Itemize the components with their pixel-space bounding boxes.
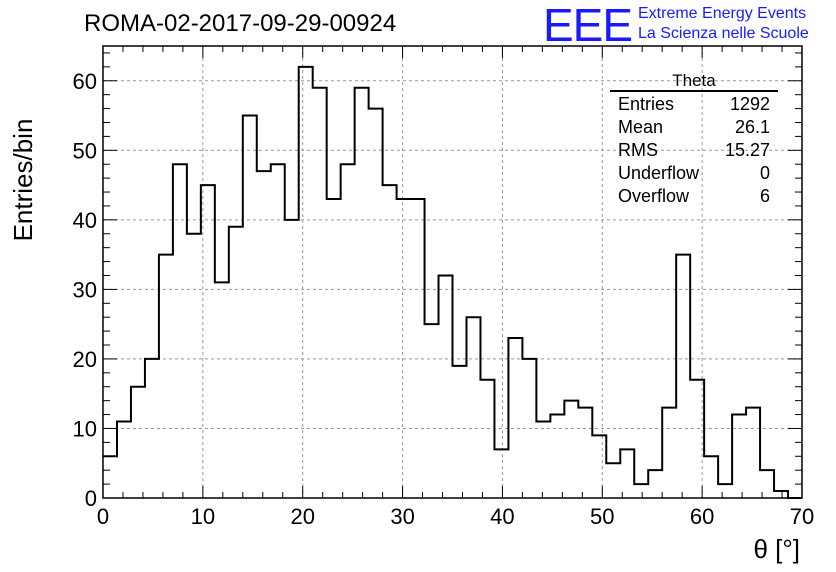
histogram-bin — [355, 88, 369, 498]
histogram-bin — [243, 116, 257, 498]
histogram-bin — [425, 324, 439, 498]
y-tick-label: 50 — [73, 138, 97, 163]
histogram-bin — [187, 234, 201, 498]
stats-label: Mean — [618, 117, 664, 137]
histogram-bin — [383, 185, 397, 498]
histogram-bin — [453, 366, 467, 498]
x-tick-label: 0 — [97, 504, 109, 529]
stats-label: Underflow — [618, 163, 700, 183]
x-tick-label: 40 — [490, 504, 514, 529]
y-tick-label: 40 — [73, 208, 97, 233]
histogram-bin — [215, 282, 229, 498]
histogram-bin — [522, 359, 536, 498]
histogram-bin — [466, 317, 480, 498]
y-tick-label: 20 — [73, 347, 97, 372]
stats-row-underflow: Underflow 0 — [610, 162, 778, 185]
histogram-bin — [704, 456, 718, 498]
histogram-bin — [229, 227, 243, 498]
histogram-bin — [536, 422, 550, 498]
histogram-bin — [718, 484, 732, 498]
axis-ticks — [102, 46, 803, 499]
histogram-bin — [746, 408, 760, 498]
stats-value: 6 — [759, 186, 770, 206]
stats-row-mean: Mean 26.1 — [610, 116, 778, 139]
x-tick-label: 50 — [590, 504, 614, 529]
histogram-bin — [564, 401, 578, 498]
histogram-bin — [285, 220, 299, 498]
histogram-bin — [201, 185, 215, 498]
histogram-bin — [397, 199, 411, 498]
histogram-bin — [313, 88, 327, 498]
histogram-bin — [662, 408, 676, 498]
histogram-bin — [480, 380, 494, 498]
x-tick-label: 60 — [690, 504, 714, 529]
y-tick-label: 0 — [85, 486, 97, 511]
histogram-bin — [103, 456, 117, 498]
histogram-bin — [606, 463, 620, 498]
stats-row-entries: Entries 1292 — [610, 93, 778, 116]
y-tick-label: 60 — [73, 69, 97, 94]
histogram-bin — [508, 338, 522, 498]
histogram-bin — [676, 255, 690, 498]
histogram-bin — [117, 422, 131, 498]
y-tick-label: 10 — [73, 416, 97, 441]
stats-box: Theta Entries 1292 Mean 26.1 RMS 15.27 U… — [610, 72, 778, 208]
histogram-bin — [774, 491, 788, 498]
logo-line-2: La Scienza nelle Scuole — [638, 25, 809, 42]
stats-value: 1292 — [729, 94, 770, 114]
stats-label: Entries — [618, 94, 675, 114]
histogram-line — [103, 65, 802, 499]
histogram-bin — [411, 199, 425, 498]
histogram-bin — [550, 415, 564, 498]
histogram-bin — [173, 164, 187, 498]
chart-title: ROMA-02-2017-09-29-00924 — [84, 10, 397, 37]
stats-label: RMS — [618, 140, 658, 160]
histogram-bin — [145, 359, 159, 498]
stats-row-rms: RMS 15.27 — [610, 139, 778, 162]
histogram-bin — [494, 449, 508, 498]
logo-line-1: Extreme Energy Events — [638, 5, 807, 22]
histogram-bin — [648, 470, 662, 498]
histogram-bin — [369, 109, 383, 498]
x-axis-label: θ [°] — [753, 534, 800, 564]
x-tick-label: 30 — [390, 504, 414, 529]
histogram-bin — [271, 164, 285, 498]
histogram-bin — [732, 415, 746, 498]
histogram-bin — [592, 435, 606, 498]
plot-frame — [102, 45, 803, 499]
histogram-bin — [439, 275, 453, 498]
histogram-bin — [341, 164, 355, 498]
x-tick-label: 70 — [790, 504, 814, 529]
logo-caption: Extreme Energy Events La Scienza nelle S… — [638, 4, 809, 44]
y-axis-label: Entries/bin — [8, 119, 38, 242]
x-tick-label: 10 — [191, 504, 215, 529]
histogram-bin — [299, 67, 313, 498]
histogram-bin — [690, 380, 704, 498]
histogram-bin — [327, 199, 341, 498]
stats-label: Overflow — [618, 186, 690, 206]
stats-row-overflow: Overflow 6 — [610, 185, 778, 208]
histogram-bin — [620, 449, 634, 498]
histogram-bin — [159, 255, 173, 498]
y-tick-label: 30 — [73, 277, 97, 302]
histogram-bin — [257, 171, 271, 498]
histogram-bin — [578, 408, 592, 498]
eee-logo: EEE — [543, 0, 633, 51]
histogram-bars — [103, 65, 802, 499]
stats-title: Theta — [610, 72, 778, 92]
stats-value: 26.1 — [734, 117, 770, 137]
histogram-bin — [634, 484, 648, 498]
histogram-bin — [131, 387, 145, 498]
stats-value: 15.27 — [724, 140, 770, 160]
x-tick-label: 20 — [290, 504, 314, 529]
stats-value: 0 — [759, 163, 770, 183]
